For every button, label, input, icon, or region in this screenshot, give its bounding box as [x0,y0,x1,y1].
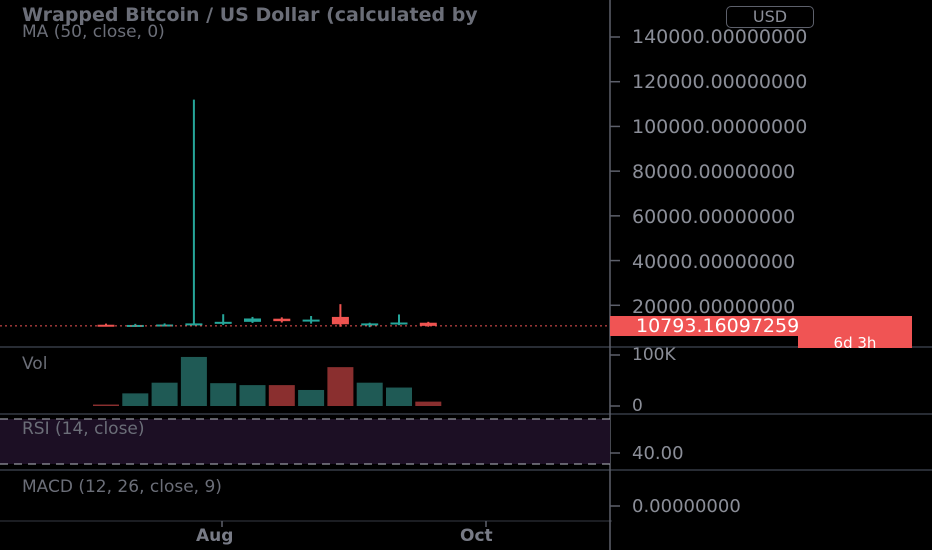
candle-body [419,322,437,326]
volume-bar [298,389,325,406]
candle-body [302,319,320,322]
rsi-band [0,419,610,464]
macd-tick: 0.00000000 [632,496,741,517]
candle-body [244,318,261,322]
candle-body [390,322,408,325]
volume-bar [268,385,295,406]
ma-indicator-label[interactable]: MA (50, close, 0) [22,22,165,42]
candle-body [156,324,174,327]
volume-bar [239,385,266,406]
last-price-label: 10793.16097259 [610,316,912,336]
volume-bar [356,382,383,406]
volume-bar [151,382,178,406]
currency-button[interactable]: USD [726,6,814,28]
candle-body [361,323,379,326]
volume-tick: 0 [632,396,643,416]
volume-bar [210,383,237,406]
bar-countdown-label: 6d 3h [798,336,912,348]
rsi-tick: 40.00 [632,443,684,464]
rsi-label[interactable]: RSI (14, close) [22,419,145,439]
volume-bar [122,393,149,406]
time-label-oct: Oct [460,526,493,546]
volume-label[interactable]: Vol [22,354,48,374]
macd-label[interactable]: MACD (12, 26, close, 9) [22,477,222,497]
candle-body [185,323,203,326]
time-label-aug: Aug [196,526,234,546]
price-tick: 80000.00000000 [632,161,796,183]
candle-body [214,321,232,324]
symbol-title: Wrapped Bitcoin / US Dollar (calculated … [22,4,478,26]
price-tick: 60000.00000000 [632,206,796,228]
volume-bar [93,404,119,406]
volume-bar [180,356,207,406]
candle-body [273,318,291,322]
candle-body [331,316,349,325]
volume-bar [386,387,412,406]
price-tick: 140000.00000000 [632,26,808,48]
volume-bar [415,401,442,406]
price-tick: 120000.00000000 [632,71,808,93]
price-tick: 20000.00000000 [632,296,796,318]
price-tick: 40000.00000000 [632,251,796,273]
volume-bar [327,367,354,406]
volume-tick: 100K [632,345,676,365]
price-tick: 100000.00000000 [632,116,808,138]
